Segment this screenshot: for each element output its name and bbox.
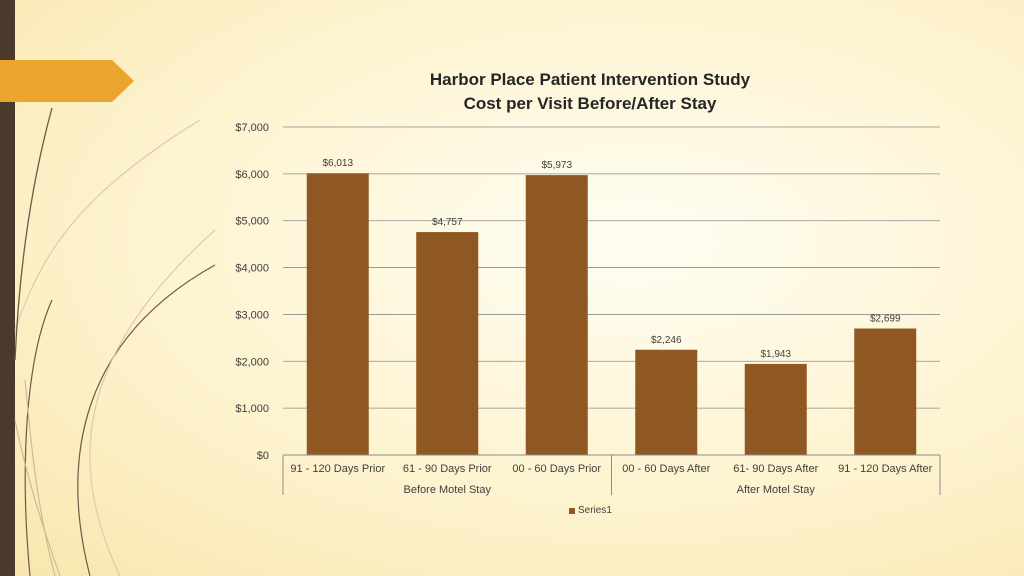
y-tick-label: $2,000 bbox=[235, 356, 269, 368]
data-label: $4,757 bbox=[432, 217, 463, 228]
data-label: $2,246 bbox=[651, 335, 682, 346]
y-tick-label: $1,000 bbox=[235, 403, 269, 415]
group-label: Before Motel Stay bbox=[404, 484, 492, 496]
y-tick-label: $3,000 bbox=[235, 309, 269, 321]
bar bbox=[416, 232, 479, 455]
data-label: $2,699 bbox=[870, 314, 901, 325]
orange-tab-decoration bbox=[0, 60, 134, 102]
y-tick-label: $5,000 bbox=[235, 216, 269, 228]
x-tick-label: 91 - 120 Days After bbox=[838, 463, 932, 475]
data-label: $1,943 bbox=[760, 349, 791, 360]
x-tick-label: 00 - 60 Days After bbox=[622, 463, 710, 475]
x-tick-label: 00 - 60 Days Prior bbox=[512, 463, 601, 475]
left-accent-bar bbox=[0, 0, 15, 576]
bar bbox=[854, 328, 917, 455]
x-tick-label: 91 - 120 Days Prior bbox=[290, 463, 385, 475]
y-tick-label: $6,000 bbox=[235, 169, 269, 181]
chart-title: Harbor Place Patient Intervention Study … bbox=[300, 68, 880, 116]
x-tick-label: 61 - 90 Days Prior bbox=[403, 463, 492, 475]
bar bbox=[635, 349, 698, 455]
bar bbox=[744, 363, 807, 455]
y-tick-label: $4,000 bbox=[235, 263, 269, 275]
legend-label: Series1 bbox=[578, 505, 612, 516]
chart-title-line2: Cost per Visit Before/After Stay bbox=[463, 94, 717, 113]
legend-swatch bbox=[569, 507, 575, 514]
bar bbox=[525, 175, 588, 455]
data-label: $6,013 bbox=[322, 158, 353, 169]
bar bbox=[306, 173, 369, 456]
data-label: $5,973 bbox=[541, 160, 572, 171]
group-label: After Motel Stay bbox=[737, 484, 816, 496]
curved-lines-decoration bbox=[14, 107, 216, 576]
chart-title-line1: Harbor Place Patient Intervention Study bbox=[429, 70, 751, 89]
chart-legend: Series1 bbox=[569, 505, 612, 516]
y-tick-label: $0 bbox=[257, 450, 269, 462]
x-tick-label: 61- 90 Days After bbox=[733, 463, 818, 475]
y-tick-label: $7,000 bbox=[235, 122, 269, 134]
